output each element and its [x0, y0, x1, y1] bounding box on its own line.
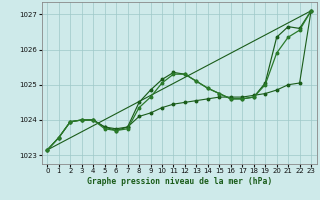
X-axis label: Graphe pression niveau de la mer (hPa): Graphe pression niveau de la mer (hPa)	[87, 177, 272, 186]
